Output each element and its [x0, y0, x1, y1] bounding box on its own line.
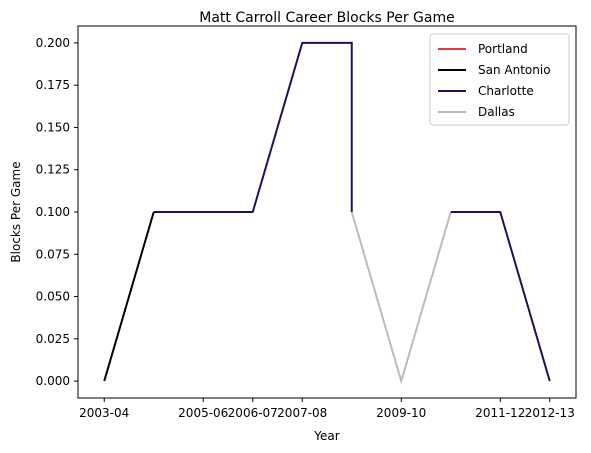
y-tick-label: 0.175: [36, 78, 70, 92]
legend-label-san-antonio: San Antonio: [478, 63, 551, 77]
y-axis: 0.000 0.025 0.050 0.075 0.100 0.125 0.150 0.175…: [36, 36, 78, 388]
chart-title: Matt Carroll Career Blocks Per Game: [199, 10, 454, 26]
y-tick-label: 0.025: [36, 332, 70, 346]
x-axis-label: Year: [313, 429, 339, 443]
legend-label-charlotte: Charlotte: [478, 84, 534, 98]
x-tick-label: 2009-10: [376, 406, 426, 420]
y-tick-label: 0.050: [36, 290, 70, 304]
y-tick-label: 0.000: [36, 374, 70, 388]
legend-label-dallas: Dallas: [478, 105, 515, 119]
y-tick-label: 0.075: [36, 247, 70, 261]
x-axis: 2003-04 2005-06 2006-07 2007-08 2009-10 2011-…: [79, 398, 575, 420]
x-tick-label: 2003-04: [79, 406, 129, 420]
x-tick-label: 2006-07: [228, 406, 278, 420]
series-line-dallas-3: [350, 211, 452, 385]
series-line-san-antonio-1: [103, 211, 155, 382]
legend-label-portland: Portland: [478, 42, 528, 56]
y-tick-label: 0.125: [36, 163, 70, 177]
y-tick-label: 0.200: [36, 36, 70, 50]
y-tick-label: 0.100: [36, 205, 70, 219]
x-tick-label: 2007-08: [277, 406, 327, 420]
y-tick-label: 0.150: [36, 120, 70, 134]
series-layer: [103, 41, 551, 385]
plot-frame: [77, 25, 577, 399]
legend: Portland San Antonio Charlotte Dallas: [429, 33, 570, 126]
series-line-charlotte-4: [450, 211, 551, 382]
x-tick-label: 2011-12: [475, 406, 525, 420]
series-line-charlotte-2: [153, 41, 353, 213]
x-tick-label: 2012-13: [525, 406, 575, 420]
legend-box: [429, 33, 570, 126]
y-axis-label: Blocks Per Game: [9, 161, 23, 262]
x-tick-label: 2005-06: [178, 406, 228, 420]
